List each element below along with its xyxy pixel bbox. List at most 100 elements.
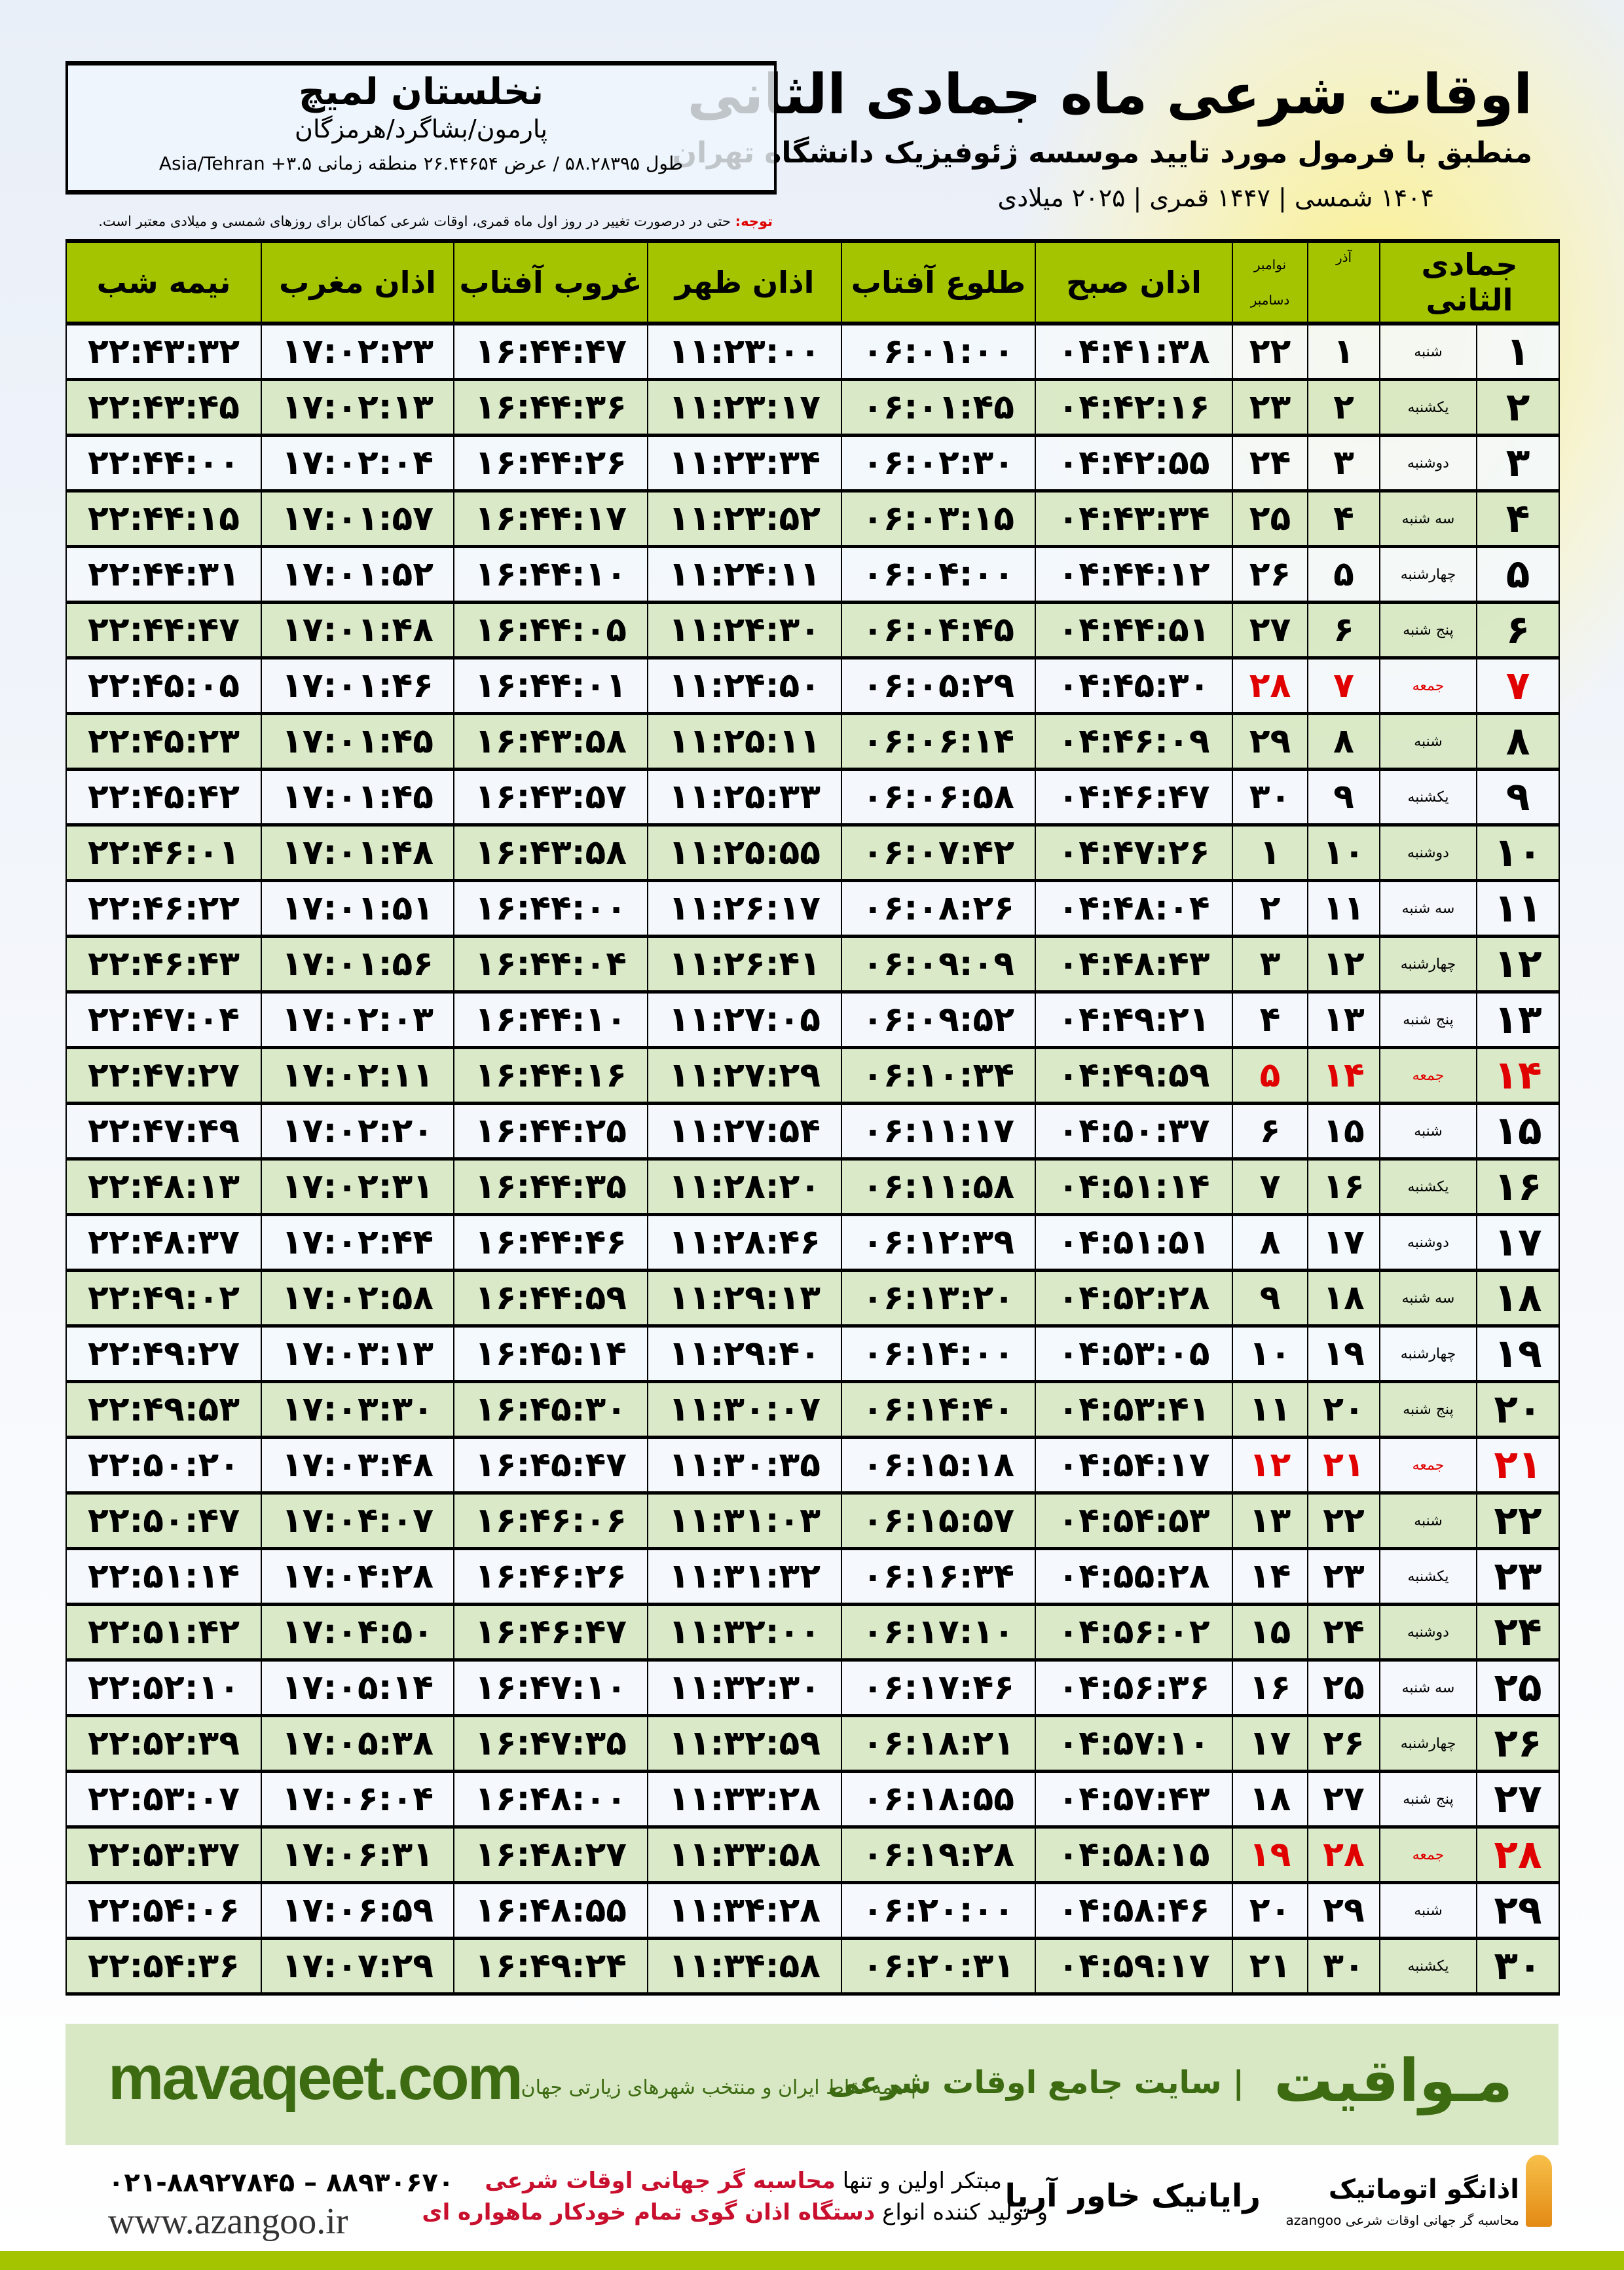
cell-sunset: ۱۶:۴۴:۴۷ <box>453 323 648 381</box>
cell-azar-day: ۱۷ <box>1307 1214 1380 1272</box>
ad-line-1-highlight: محاسبه گر جهانی اوقات شرعی <box>485 2168 836 2194</box>
cell-greg-day: ۲۰ <box>1232 1882 1308 1940</box>
cell-midnight: ۲۲:۵۱:۴۲ <box>65 1603 262 1662</box>
cell-greg-day: ۱۲ <box>1232 1436 1308 1495</box>
cell-fajr: ۰۴:۴۹:۲۱ <box>1035 991 1233 1049</box>
cell-midnight: ۲۲:۴۶:۴۳ <box>65 935 262 994</box>
cell-azar-day: ۱۸ <box>1307 1269 1380 1328</box>
cell-sunset: ۱۶:۴۴:۳۵ <box>453 1158 648 1216</box>
cell-midnight: ۲۲:۴۴:۱۵ <box>65 490 262 548</box>
cell-azar-day: ۱۳ <box>1307 991 1380 1049</box>
cell-sunrise: ۰۶:۱۴:۰۰ <box>841 1325 1036 1383</box>
cell-sunset: ۱۶:۴۴:۳۶ <box>453 379 648 437</box>
table-row: ۱۹ چهارشنبه ۱۹ ۱۰ ۰۴:۵۳:۰۵ ۰۶:۱۴:۰۰ ۱۱:۲۹:۴۰ ۱۶… <box>65 1325 1560 1383</box>
cell-fajr: ۰۴:۵۵:۲۸ <box>1035 1548 1233 1606</box>
cell-hijri-day: ۲۴ <box>1476 1603 1560 1662</box>
table-row: ۲۶ چهارشنبه ۲۶ ۱۷ ۰۴:۵۷:۱۰ ۰۶:۱۸:۲۱ ۱۱:۳۲:۵۹ ۱۶… <box>65 1715 1560 1773</box>
cell-dhuhr: ۱۱:۳۲:۳۰ <box>647 1659 842 1717</box>
cell-sunrise: ۰۶:۰۱:۴۵ <box>841 379 1036 437</box>
col-sunrise: طلوع آفتاب <box>841 239 1036 326</box>
cell-dhuhr: ۱۱:۳۰:۳۵ <box>647 1436 842 1495</box>
cell-maghrib: ۱۷:۰۱:۴۶ <box>261 657 454 715</box>
cell-sunrise: ۰۶:۰۳:۱۵ <box>841 490 1036 548</box>
table-row: ۱۲ چهارشنبه ۱۲ ۳ ۰۴:۴۸:۴۳ ۰۶:۰۹:۰۹ ۱۱:۲۶:۴۱ ۱۶:… <box>65 935 1560 994</box>
table-row: ۹ یکشنبه ۹ ۳۰ ۰۴:۴۶:۴۷ ۰۶:۰۶:۵۸ ۱۱:۲۵:۳۳ ۱۶:۴۳:… <box>65 768 1560 827</box>
col-greg-top: نوامبر <box>1253 257 1287 272</box>
cell-hijri-day: ۲۷ <box>1476 1770 1560 1829</box>
cell-greg-day: ۲۹ <box>1232 713 1308 771</box>
cell-sunrise: ۰۶:۱۰:۳۴ <box>841 1047 1036 1105</box>
cell-sunset: ۱۶:۴۳:۵۸ <box>453 713 648 771</box>
notice: توجه: حتی در درصورت تغییر در روز اول ماه… <box>65 214 773 229</box>
cell-sunset: ۱۶:۴۴:۲۵ <box>453 1102 648 1161</box>
col-azar: آذر <box>1307 239 1380 326</box>
cell-dhuhr: ۱۱:۳۴:۵۸ <box>647 1937 842 1996</box>
table-row: ۲۰ پنج شنبه ۲۰ ۱۱ ۰۴:۵۳:۴۱ ۰۶:۱۴:۴۰ ۱۱:۳۰:۰۷ ۱۶… <box>65 1381 1560 1439</box>
cell-hijri-day: ۱۱ <box>1476 880 1560 938</box>
page-title: اوقات شرعی ماه جمادی الثانی <box>687 62 1532 126</box>
cell-dhuhr: ۱۱:۲۴:۳۰ <box>647 601 842 660</box>
cell-azar-day: ۱۶ <box>1307 1158 1380 1216</box>
cell-fajr: ۰۴:۴۴:۱۲ <box>1035 546 1233 604</box>
cell-weekday: دوشنبه <box>1378 434 1478 493</box>
table-body: ۱ شنبه ۱ ۲۲ ۰۴:۴۱:۳۸ ۰۶:۰۱:۰۰ ۱۱:۲۳:۰۰ ۱۶:۴۴:۴۷… <box>65 323 1560 1996</box>
cell-greg-day: ۳ <box>1232 935 1308 994</box>
cell-fajr: ۰۴:۴۱:۳۸ <box>1035 323 1233 381</box>
cell-greg-day: ۲۱ <box>1232 1937 1308 1996</box>
cell-weekday: جمعه <box>1378 1436 1478 1495</box>
cell-fajr: ۰۴:۵۱:۵۱ <box>1035 1214 1233 1272</box>
cell-dhuhr: ۱۱:۲۶:۱۷ <box>647 880 842 938</box>
azangoo-link[interactable]: www.azangoo.ir <box>108 2201 348 2242</box>
azangoo-logo: اذانگو اتوماتیک <box>1328 2174 1519 2205</box>
cell-maghrib: ۱۷:۰۲:۲۰ <box>261 1102 454 1161</box>
cell-hijri-day: ۱۶ <box>1476 1158 1560 1216</box>
header-row: جمادی الثانی آذر نوامبر دسامبر اذان صبح ط… <box>65 239 1560 326</box>
cell-hijri-day: ۲۵ <box>1476 1659 1560 1717</box>
cell-hijri-day: ۱۰ <box>1476 824 1560 882</box>
advertisement: ۰۲۱-۸۸۹۲۷۸۴۵ – ۸۸۹۳۰۶۷۰ www.azangoo.ir م… <box>0 2155 1624 2246</box>
col-sunset: غروب آفتاب <box>453 239 648 326</box>
cell-dhuhr: ۱۱:۲۹:۱۳ <box>647 1269 842 1328</box>
table-row: ۵ چهارشنبه ۵ ۲۶ ۰۴:۴۴:۱۲ ۰۶:۰۴:۰۰ ۱۱:۲۴:۱۱ ۱۶:۴… <box>65 546 1560 604</box>
cell-greg-day: ۳۰ <box>1232 768 1308 827</box>
cell-hijri-day: ۳۰ <box>1476 1937 1560 1996</box>
cell-azar-day: ۱۴ <box>1307 1047 1380 1105</box>
cell-greg-day: ۱۵ <box>1232 1603 1308 1662</box>
cell-azar-day: ۲۴ <box>1307 1603 1380 1662</box>
table-row: ۱۵ شنبه ۱۵ ۶ ۰۴:۵۰:۳۷ ۰۶:۱۱:۱۷ ۱۱:۲۷:۵۴ ۱۶:۴۴:۲… <box>65 1102 1560 1161</box>
cell-dhuhr: ۱۱:۲۷:۵۴ <box>647 1102 842 1161</box>
table-row: ۱۶ یکشنبه ۱۶ ۷ ۰۴:۵۱:۱۴ ۰۶:۱۱:۵۸ ۱۱:۲۸:۲۰ ۱۶:۴۴… <box>65 1158 1560 1216</box>
cell-dhuhr: ۱۱:۳۳:۵۸ <box>647 1826 842 1884</box>
cell-weekday: چهارشنبه <box>1378 1325 1478 1383</box>
cell-weekday: شنبه <box>1378 1492 1478 1550</box>
table-row: ۳۰ یکشنبه ۳۰ ۲۱ ۰۴:۵۹:۱۷ ۰۶:۲۰:۳۱ ۱۱:۳۴:۵۸ ۱۶:۴… <box>65 1937 1560 1996</box>
table-row: ۲۳ یکشنبه ۲۳ ۱۴ ۰۴:۵۵:۲۸ ۰۶:۱۶:۳۴ ۱۱:۳۱:۳۲ ۱۶:۴… <box>65 1548 1560 1606</box>
cell-fajr: ۰۴:۵۳:۴۱ <box>1035 1381 1233 1439</box>
cell-sunset: ۱۶:۴۴:۰۰ <box>453 880 648 938</box>
cell-maghrib: ۱۷:۰۴:۵۰ <box>261 1603 454 1662</box>
cell-maghrib: ۱۷:۰۲:۰۴ <box>261 434 454 493</box>
cell-fajr: ۰۴:۵۷:۱۰ <box>1035 1715 1233 1773</box>
cell-greg-day: ۲۸ <box>1232 657 1308 715</box>
site-link[interactable]: mavaqeet.com <box>108 2043 523 2113</box>
cell-fajr: ۰۴:۵۹:۱۷ <box>1035 1937 1233 1996</box>
cell-maghrib: ۱۷:۰۱:۴۵ <box>261 713 454 771</box>
brand-subtext: | همه نقاط ایران و منتخب شهرهای زیارتی ج… <box>521 2076 917 2099</box>
cell-greg-day: ۲۷ <box>1232 601 1308 660</box>
cell-fajr: ۰۴:۴۶:۰۹ <box>1035 713 1233 771</box>
cell-azar-day: ۲۹ <box>1307 1882 1380 1940</box>
cell-sunrise: ۰۶:۱۷:۱۰ <box>841 1603 1036 1662</box>
cell-dhuhr: ۱۱:۳۴:۲۸ <box>647 1882 842 1940</box>
cell-sunset: ۱۶:۴۴:۱۰ <box>453 991 648 1049</box>
cell-maghrib: ۱۷:۰۲:۴۴ <box>261 1214 454 1272</box>
cell-sunset: ۱۶:۴۴:۱۰ <box>453 546 648 604</box>
cell-sunset: ۱۶:۴۴:۰۵ <box>453 601 648 660</box>
cell-midnight: ۲۲:۴۷:۰۴ <box>65 991 262 1049</box>
cell-sunset: ۱۶:۴۴:۰۴ <box>453 935 648 994</box>
col-hijri: جمادی الثانی <box>1378 239 1560 326</box>
cell-maghrib: ۱۷:۰۵:۱۴ <box>261 1659 454 1717</box>
cell-sunrise: ۰۶:۱۶:۳۴ <box>841 1548 1036 1606</box>
cell-sunrise: ۰۶:۲۰:۳۱ <box>841 1937 1036 1996</box>
cell-maghrib: ۱۷:۰۳:۴۸ <box>261 1436 454 1495</box>
cell-dhuhr: ۱۱:۲۴:۵۰ <box>647 657 842 715</box>
